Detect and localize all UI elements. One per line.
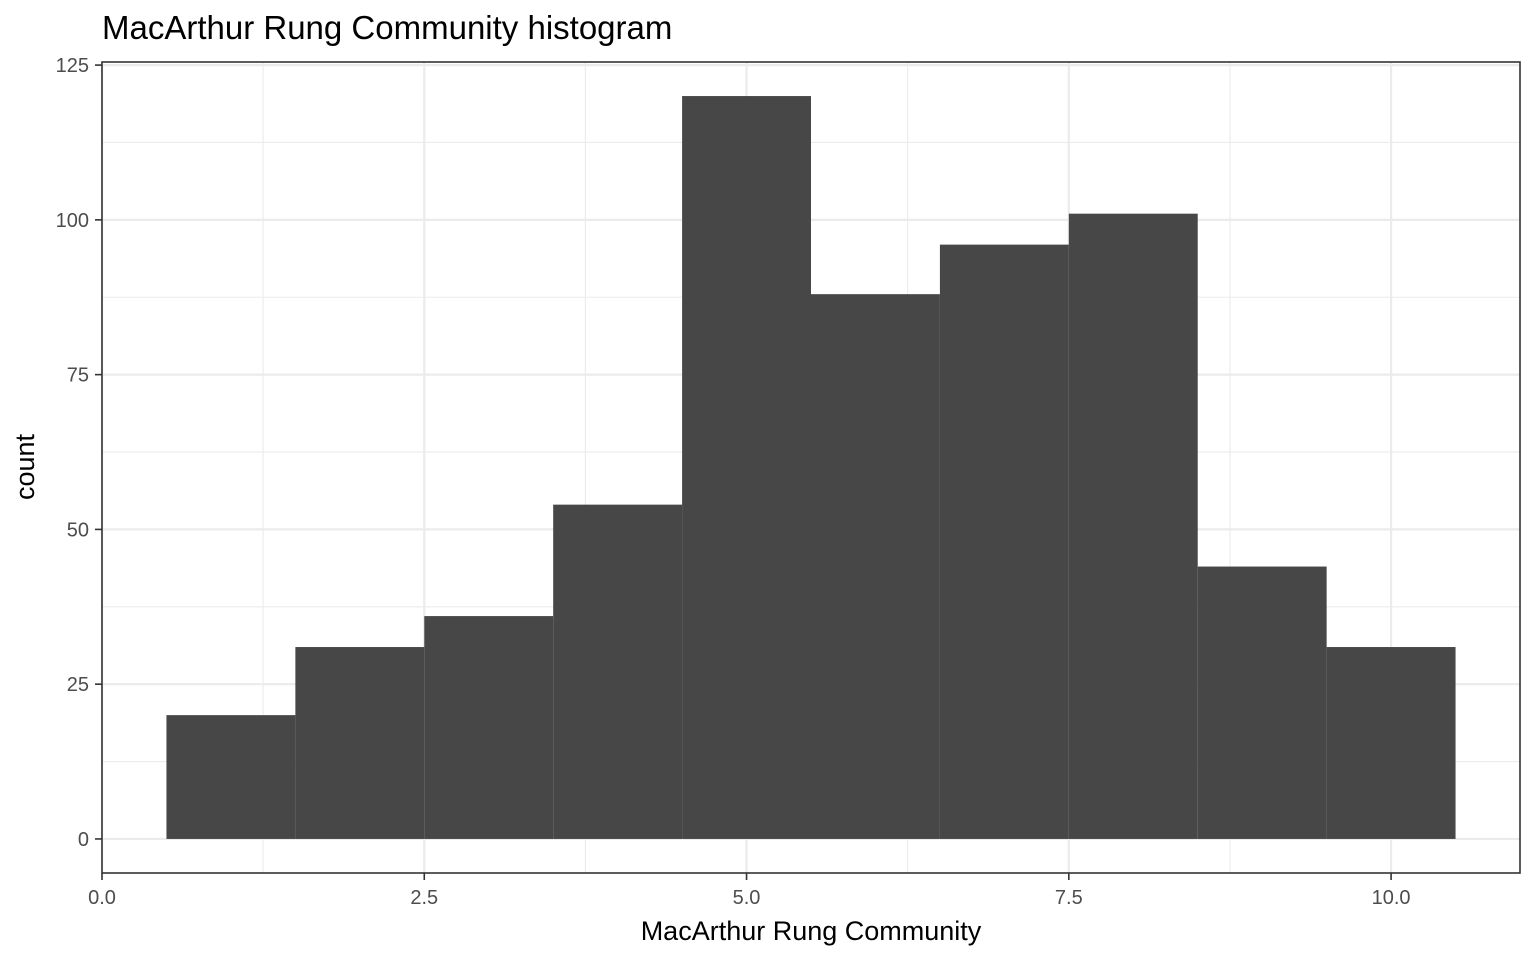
x-axis-title: MacArthur Rung Community: [641, 916, 982, 946]
chart-title: MacArthur Rung Community histogram: [102, 9, 672, 46]
histogram-bar: [1068, 213, 1198, 839]
histogram-bar: [553, 504, 683, 839]
y-axis-title: count: [10, 433, 40, 500]
y-tick-label: 100: [56, 210, 89, 232]
histogram-bar: [811, 294, 940, 839]
y-tick-label: 0: [78, 829, 89, 851]
y-tick-label: 25: [67, 674, 89, 696]
y-tick-label: 50: [67, 519, 89, 541]
y-axis: 0 25 50 75 100 125: [56, 55, 102, 851]
x-tick-label: 2.5: [410, 887, 438, 909]
plot-panel-border: [101, 61, 1521, 874]
x-tick-label: 7.5: [1055, 887, 1083, 909]
histogram-bar: [424, 616, 554, 839]
y-tick-label: 125: [56, 55, 89, 77]
histogram-bar: [1326, 647, 1456, 839]
x-tick-label: 10.0: [1372, 887, 1411, 909]
histogram-bar: [939, 244, 1069, 839]
x-tick-label: 0.0: [88, 887, 116, 909]
histogram-bar: [295, 647, 425, 839]
x-tick-label: 5.0: [733, 887, 761, 909]
histogram-bar: [166, 715, 296, 839]
histogram-bar: [682, 96, 811, 839]
y-tick-label: 75: [67, 365, 89, 387]
x-axis: 0.0 2.5 5.0 7.5 10.0: [88, 873, 1411, 909]
bars: [166, 96, 1456, 839]
histogram-bar: [1197, 566, 1327, 839]
